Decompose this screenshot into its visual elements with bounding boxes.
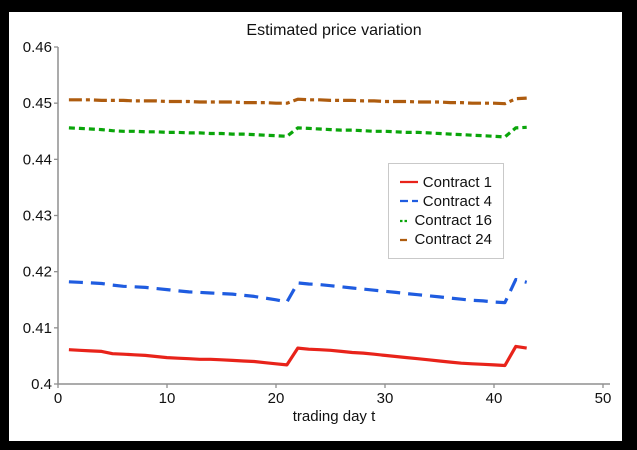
legend-line-icon <box>400 200 418 203</box>
plot-svg: 0 10 20 30 40 50 0.4 0.41 0.42 0.43 0.44 0.45 0.46 <box>23 39 612 407</box>
y-tick-label: 0.44 <box>23 151 52 168</box>
x-axis-label: trading day t <box>292 408 376 425</box>
series-line-contract-16 <box>68 125 527 139</box>
axis-spines <box>57 47 610 385</box>
series-line-contract-24 <box>68 96 527 106</box>
series-line-contract-1 <box>68 344 527 368</box>
series-line-contract-4 <box>68 277 528 305</box>
x-tick-label: 0 <box>54 390 62 407</box>
legend-item-contract-1: Contract 1 <box>400 173 492 191</box>
y-tick-label: 0.42 <box>23 264 52 281</box>
chart-title: Estimated price variation <box>246 22 422 39</box>
legend-item-contract-4: Contract 4 <box>400 192 492 210</box>
x-tick-label: 20 <box>268 390 285 407</box>
legend-item-label: Contract 16 <box>414 212 492 230</box>
legend-line-icon <box>400 219 410 222</box>
plot-canvas: Estimated price variation 0 10 20 30 40 50 0.4… <box>9 12 622 441</box>
y-tick-label: 0.46 <box>23 39 52 56</box>
legend-line-icon <box>400 238 410 242</box>
legend: Contract 1 Contract 4 Contract 16 Contract … <box>388 163 504 259</box>
legend-item-label: Contract 1 <box>422 173 492 191</box>
x-tick-label: 50 <box>595 390 612 407</box>
x-tick-label: 10 <box>159 390 176 407</box>
x-tick-label: 30 <box>377 390 394 407</box>
y-tick-label: 0.41 <box>23 320 52 337</box>
legend-item-contract-24: Contract 24 <box>400 231 492 249</box>
legend-line-icon <box>400 180 418 184</box>
legend-item-label: Contract 24 <box>414 231 492 249</box>
legend-item-contract-16: Contract 16 <box>400 212 492 230</box>
legend-item-label: Contract 4 <box>422 192 492 210</box>
y-tick-label: 0.45 <box>23 95 52 112</box>
x-tick-label: 40 <box>486 390 503 407</box>
y-tick-label: 0.4 <box>31 376 52 393</box>
y-tick-label: 0.43 <box>23 208 52 225</box>
